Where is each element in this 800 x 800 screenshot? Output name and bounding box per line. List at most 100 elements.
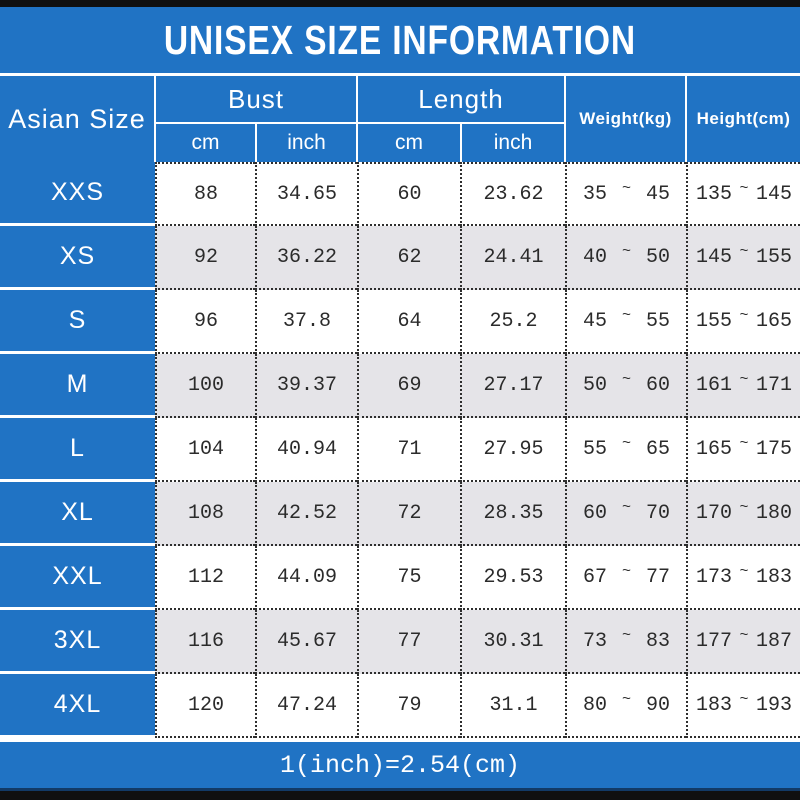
header-bust-label: Bust — [156, 76, 356, 122]
bust-cm-value: 92 — [155, 226, 255, 290]
range-min: 73 — [583, 629, 608, 653]
bust-inch-value: 42.52 — [255, 482, 357, 546]
range-max: 171 — [755, 373, 792, 397]
title-divider — [0, 73, 800, 76]
table-row: XL 108 42.52 72 28.35 60 ~70 170 ~180 — [0, 482, 800, 546]
conversion-note: 1(inch)=2.54(cm) — [279, 750, 521, 780]
size-label: XXS — [0, 162, 155, 226]
range-min: 135 — [696, 182, 733, 206]
bust-inch-value: 45.67 — [255, 610, 357, 674]
tilde-separator: ~ — [739, 434, 749, 452]
range-min: 145 — [696, 245, 733, 269]
range-max: 45 — [645, 182, 670, 206]
header-length-group: Length cm inch — [358, 76, 564, 162]
size-label: 4XL — [0, 674, 155, 738]
range-max: 77 — [645, 565, 670, 589]
tilde-separator: ~ — [739, 306, 749, 324]
bust-inch-value: 34.65 — [255, 162, 357, 226]
range-min: 55 — [583, 437, 608, 461]
header-height: Height(cm) — [687, 76, 800, 162]
bust-cm-value: 116 — [155, 610, 255, 674]
weight-range: 73 ~83 — [565, 610, 686, 674]
length-cm-value: 69 — [357, 354, 460, 418]
weight-range: 45 ~55 — [565, 290, 686, 354]
height-range: 155 ~165 — [686, 290, 800, 354]
range-max: 165 — [755, 309, 792, 333]
range-min: 170 — [696, 501, 733, 525]
header-bust-units: cm inch — [156, 124, 356, 162]
size-label: M — [0, 354, 155, 418]
bust-cm-value: 120 — [155, 674, 255, 738]
table-header: Asian Size Bust cm inch Length cm inch W… — [0, 76, 800, 162]
range-max: 60 — [645, 373, 670, 397]
top-border-bar — [0, 0, 800, 7]
bust-inch-value: 36.22 — [255, 226, 357, 290]
length-inch-value: 30.31 — [460, 610, 565, 674]
height-range: 145 ~155 — [686, 226, 800, 290]
range-min: 60 — [583, 501, 608, 525]
header-bust-inch: inch — [257, 124, 356, 162]
length-cm-value: 71 — [357, 418, 460, 482]
table-row: XS 92 36.22 62 24.41 40 ~50 145 ~155 — [0, 226, 800, 290]
range-min: 177 — [696, 629, 733, 653]
length-cm-value: 79 — [357, 674, 460, 738]
bust-cm-value: 108 — [155, 482, 255, 546]
length-cm-value: 77 — [357, 610, 460, 674]
weight-range: 50 ~60 — [565, 354, 686, 418]
tilde-separator: ~ — [739, 626, 749, 644]
height-range: 177 ~187 — [686, 610, 800, 674]
height-range: 183 ~193 — [686, 674, 800, 738]
tilde-separator: ~ — [621, 690, 631, 708]
range-min: 45 — [583, 309, 608, 333]
footer-bar: 1(inch)=2.54(cm) — [0, 742, 800, 791]
weight-range: 55 ~65 — [565, 418, 686, 482]
length-inch-value: 27.17 — [460, 354, 565, 418]
length-inch-value: 27.95 — [460, 418, 565, 482]
tilde-separator: ~ — [621, 562, 631, 580]
size-label: L — [0, 418, 155, 482]
length-cm-value: 75 — [357, 546, 460, 610]
header-length-cm: cm — [358, 124, 460, 162]
table-row: 4XL 120 47.24 79 31.1 80 ~90 183 ~193 — [0, 674, 800, 738]
length-inch-value: 23.62 — [460, 162, 565, 226]
size-label: XXL — [0, 546, 155, 610]
table-row: L 104 40.94 71 27.95 55 ~65 165 ~175 — [0, 418, 800, 482]
height-range: 170 ~180 — [686, 482, 800, 546]
length-cm-value: 64 — [357, 290, 460, 354]
page-title: UNISEX SIZE INFORMATION — [163, 16, 637, 63]
table-row: M 100 39.37 69 27.17 50 ~60 161 ~171 — [0, 354, 800, 418]
tilde-separator: ~ — [739, 562, 749, 580]
bust-inch-value: 40.94 — [255, 418, 357, 482]
header-bust-group: Bust cm inch — [156, 76, 356, 162]
footer-divider — [0, 738, 800, 742]
height-range: 135 ~145 — [686, 162, 800, 226]
bust-inch-value: 44.09 — [255, 546, 357, 610]
range-max: 187 — [755, 629, 792, 653]
tilde-separator: ~ — [739, 242, 749, 260]
range-max: 183 — [755, 565, 792, 589]
range-min: 155 — [696, 309, 733, 333]
tilde-separator: ~ — [621, 179, 631, 197]
bottom-border-bar — [0, 791, 800, 800]
range-max: 155 — [755, 245, 792, 269]
weight-range: 35 ~45 — [565, 162, 686, 226]
header-weight: Weight(kg) — [566, 76, 685, 162]
range-max: 70 — [645, 501, 670, 525]
weight-range: 80 ~90 — [565, 674, 686, 738]
table-row: XXS 88 34.65 60 23.62 35 ~45 135 ~145 — [0, 162, 800, 226]
length-cm-value: 62 — [357, 226, 460, 290]
size-label: XS — [0, 226, 155, 290]
height-range: 161 ~171 — [686, 354, 800, 418]
range-min: 35 — [583, 182, 608, 206]
range-min: 165 — [696, 437, 733, 461]
range-max: 180 — [755, 501, 792, 525]
bust-cm-value: 96 — [155, 290, 255, 354]
tilde-separator: ~ — [621, 626, 631, 644]
range-max: 83 — [645, 629, 670, 653]
length-inch-value: 25.2 — [460, 290, 565, 354]
bust-cm-value: 112 — [155, 546, 255, 610]
title-bar: UNISEX SIZE INFORMATION — [0, 7, 800, 73]
table-row: 3XL 116 45.67 77 30.31 73 ~83 177 ~187 — [0, 610, 800, 674]
tilde-separator: ~ — [739, 690, 749, 708]
header-length-inch: inch — [462, 124, 564, 162]
